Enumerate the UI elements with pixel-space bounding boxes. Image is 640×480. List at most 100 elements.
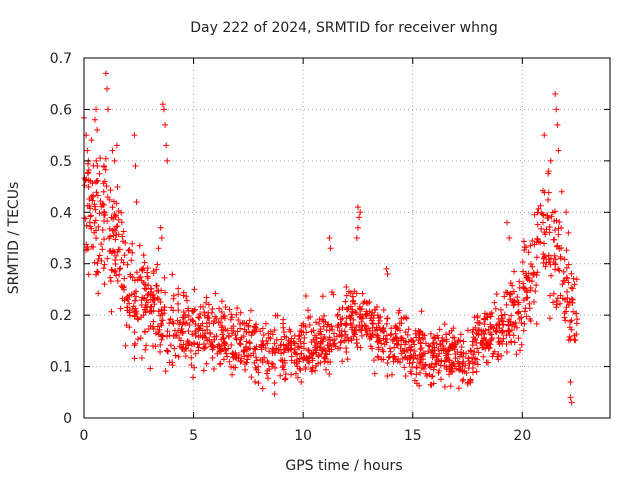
data-point [243,352,250,359]
data-point [506,332,513,339]
data-point [87,223,94,230]
data-point [173,331,180,338]
data-point [338,331,345,338]
data-point [246,339,253,346]
data-point [402,314,409,321]
data-point [526,305,533,312]
data-point [456,353,463,360]
data-point [272,364,279,371]
data-point [172,332,179,339]
data-point [328,323,335,330]
data-point [243,328,250,335]
data-point [250,328,257,335]
data-point [435,358,442,365]
data-point [384,271,391,277]
data-point [131,308,138,315]
data-point [241,320,248,327]
data-point [237,309,244,316]
data-point [558,188,565,195]
data-point [348,308,355,315]
data-point [88,243,95,250]
data-point [191,364,198,371]
data-point [142,329,149,336]
data-point [435,335,442,342]
data-point [520,285,527,292]
data-point [285,346,292,353]
data-point [91,219,98,226]
data-point [423,373,430,380]
data-point [101,208,108,215]
data-point [131,355,138,362]
data-point [95,223,102,230]
data-point [499,321,506,328]
data-point [128,291,135,298]
data-point [380,335,387,342]
data-point [367,343,374,350]
data-point [425,348,432,355]
data-point [235,317,242,324]
data-point [539,219,546,226]
data-point [457,331,464,338]
data-point [404,331,411,338]
data-point [371,306,378,313]
data-point [532,288,539,295]
data-point [313,334,320,341]
data-point [554,242,561,249]
data-point [480,353,487,360]
data-point [350,297,357,304]
data-point [459,368,466,375]
data-point [246,317,253,324]
data-point [369,324,376,331]
data-point [493,329,500,336]
data-point [542,231,549,238]
data-point [93,189,100,196]
data-point [550,299,557,306]
data-point [571,281,578,288]
data-point [247,307,254,314]
data-point [109,147,116,154]
data-point [107,278,114,285]
data-point [446,371,453,378]
data-point [496,325,503,332]
data-point [200,367,207,374]
data-point [175,291,182,298]
data-point [150,325,157,332]
data-point [257,356,264,363]
data-point [145,282,152,289]
data-point [84,170,91,177]
data-point [549,209,556,216]
data-point [367,315,374,322]
data-point [153,282,160,289]
data-point [353,309,360,316]
data-point [422,340,429,347]
data-point [442,331,449,338]
data-point [394,341,401,348]
data-point [159,101,166,108]
data-point [164,157,171,164]
data-point [326,327,333,334]
data-point [534,209,541,216]
data-point [356,214,363,221]
data-point [444,354,451,361]
data-point [273,336,280,343]
data-point [446,330,453,337]
data-point [206,315,213,322]
data-point [188,341,195,348]
data-point [566,298,573,305]
data-point [141,285,148,292]
data-point [200,345,207,352]
data-point [118,219,125,226]
data-point [545,196,552,203]
data-point [321,312,328,319]
data-point [509,282,516,289]
y-tick-label: 0.2 [50,308,72,324]
data-point [503,341,510,348]
data-point [308,368,315,375]
data-point [499,315,506,322]
y-tick-label: 0 [63,411,72,427]
data-point [201,345,208,352]
data-point [99,246,106,253]
ticks-layer: 0 0.1 0.2 0.3 0.4 0.5 0.6 0.7 0 5 10 15 20 [50,51,610,444]
data-point [297,367,304,374]
data-point [454,358,461,365]
